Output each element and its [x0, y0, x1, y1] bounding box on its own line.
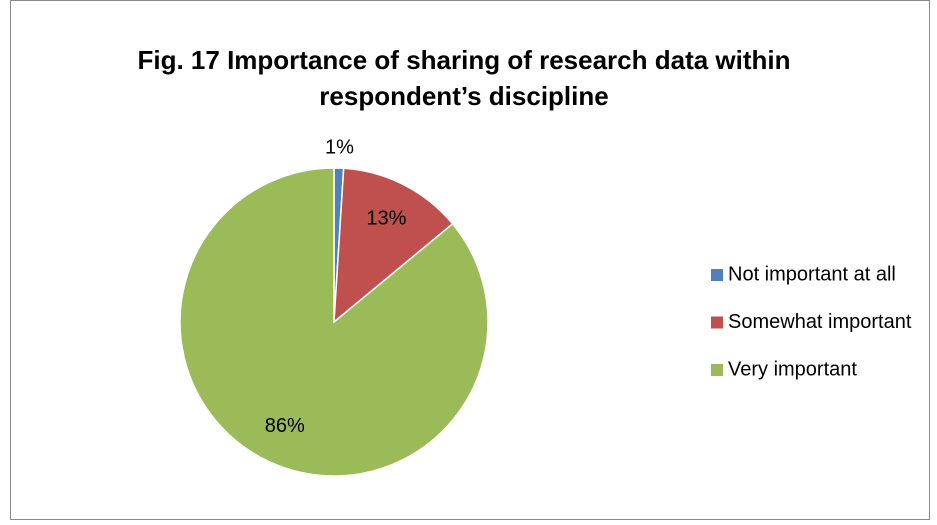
data-label: 86% [265, 415, 305, 437]
data-label: 13% [366, 207, 406, 229]
pie-slice [179, 167, 489, 477]
legend-label: Not important at all [728, 263, 896, 285]
pie-slice [333, 167, 454, 324]
legend-label: Somewhat important [728, 311, 912, 333]
legend-swatch [711, 269, 723, 281]
legend-swatch [711, 364, 723, 376]
chart-title: Fig. 17 Importance of sharing of researc… [137, 45, 791, 111]
legend-label: Very important [728, 358, 857, 380]
data-label: 1% [325, 136, 354, 158]
legend-swatch [711, 316, 723, 329]
